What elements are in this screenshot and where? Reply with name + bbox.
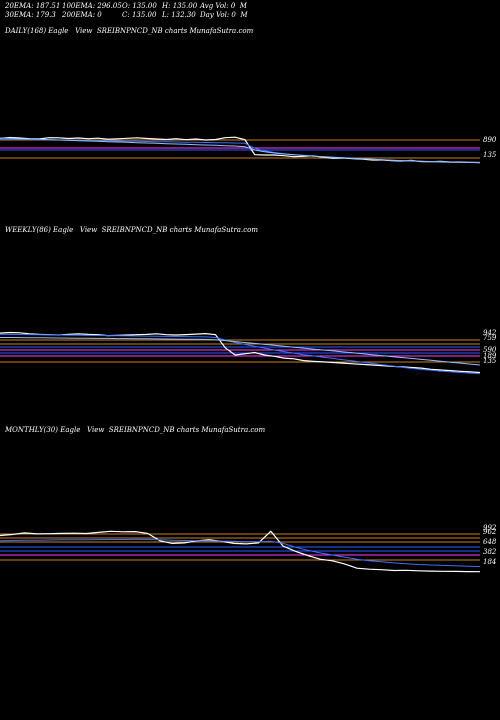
monthly-panel-title: MONTHLY(30) Eagle View SREIBNPNCD_NB cha… [5,426,266,434]
high-label: H: 135.00 [162,2,198,10]
open-label: O: 135.00 [122,2,157,10]
price-label-3: 382 [483,548,497,556]
ema100-label: 100EMA: 296.05 [62,2,122,10]
daily-panel-title: DAILY(168) Eagle View SREIBNPNCD_NB char… [5,27,254,35]
ema200-label: 200EMA: 0 [62,11,102,19]
price-label-2: 590 [483,346,497,354]
ema30-label: 30EMA: 179.3 [5,11,56,19]
price-label-1: 962 [483,528,497,536]
low-label: L: 132.30 [162,11,196,19]
series-line-1 [0,333,481,375]
price-label-1: 135 [483,151,497,159]
dayvol-label: Day Vol: 0 M [200,11,248,19]
avgvol-label: Avg Vol: 0 M [200,2,247,10]
series-line-1 [0,138,481,163]
price-label-1: 759 [483,334,497,342]
price-label-2: 648 [483,538,497,546]
price-label-4: 184 [483,558,496,566]
price-label-0: 890 [483,136,497,144]
daily-chart: 890 135 [0,136,497,164]
price-label-3: 189 [483,352,497,360]
ema20-label: 20EMA: 187.51 [5,2,61,10]
price-label-0: 992 [483,524,497,532]
weekly-panel-title: WEEKLY(86) Eagle View SREIBNPNCD_NB char… [5,226,258,234]
series-line-1 [0,538,481,567]
price-label-4: 135 [483,357,497,365]
series-line-2 [0,137,481,164]
series-line-0 [0,530,481,573]
close-label: C: 135.00 [122,11,157,19]
series-line-2 [0,337,481,366]
price-label-0: 942 [483,329,497,337]
